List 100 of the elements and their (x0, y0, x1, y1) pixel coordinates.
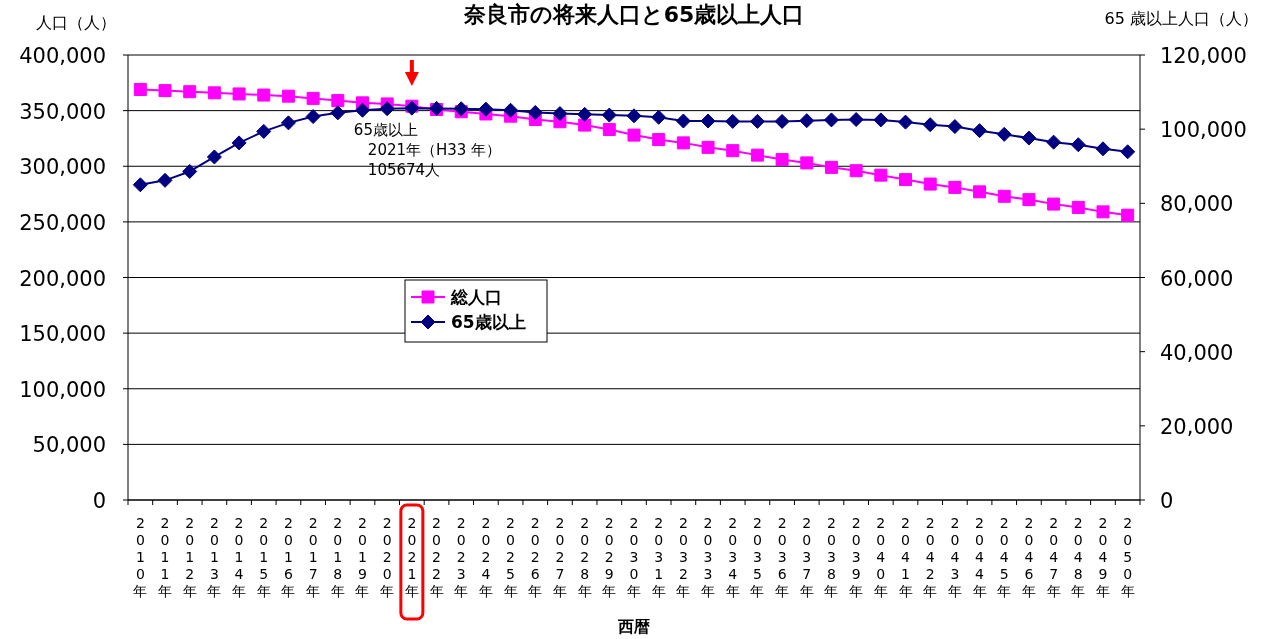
y2-tick-label: 40,000 (1160, 340, 1234, 365)
point (257, 88, 271, 102)
x-tick-label: 2024年 (478, 515, 493, 599)
y-tick-label: 250,000 (19, 210, 106, 235)
point (701, 140, 715, 154)
point (1022, 193, 1036, 207)
point (824, 160, 838, 174)
point (947, 119, 963, 135)
y-tick-label: 0 (92, 489, 106, 513)
point (725, 113, 741, 129)
y-tick-label: 150,000 (19, 322, 106, 347)
x-tick-label: 2042年 (923, 515, 938, 599)
x-tick-label: 2034年 (725, 515, 740, 599)
y2-tick-label: 100,000 (1160, 118, 1247, 143)
point (157, 172, 173, 188)
x-tick-label: 2032年 (676, 515, 691, 599)
point (231, 135, 247, 151)
point (577, 106, 593, 122)
point (503, 102, 519, 118)
point (996, 126, 1012, 142)
x-tick-label: 2016年 (281, 515, 296, 599)
chart-title: 奈良市の将来人口と65歳以上人口 (462, 2, 805, 27)
x-tick-label: 2035年 (750, 515, 765, 599)
point (552, 106, 568, 122)
x-tick-label: 2026年 (528, 515, 543, 599)
point (749, 113, 765, 129)
y2-tick-label: 60,000 (1160, 266, 1234, 291)
y2-tick-label: 80,000 (1160, 192, 1234, 217)
x-tick-label: 2021年 (404, 515, 419, 599)
point (774, 113, 790, 129)
point (1071, 200, 1085, 214)
point (700, 113, 716, 129)
x-tick-label: 2013年 (207, 515, 222, 599)
x-tick-label: 2033年 (701, 515, 716, 599)
x-tick-label: 2012年 (182, 515, 197, 599)
point (182, 163, 198, 179)
point (750, 148, 764, 162)
point (800, 156, 814, 170)
point (676, 136, 690, 150)
y-axis-title: 人口（人） (36, 13, 116, 32)
point (1070, 137, 1086, 153)
point (305, 109, 321, 125)
x-tick-label: 2031年 (651, 515, 666, 599)
x-tick-label: 2036年 (775, 515, 790, 599)
y-tick-label: 300,000 (19, 155, 106, 180)
point (627, 128, 641, 142)
x-tick-label: 2010年 (133, 515, 148, 599)
point (1021, 130, 1037, 146)
y2-tick-label: 0 (1160, 489, 1174, 513)
point (997, 189, 1011, 203)
y-tick-label: 100,000 (19, 377, 106, 402)
x-tick-label: 2029年 (602, 515, 617, 599)
x-tick-label: 2018年 (330, 515, 345, 599)
y2-tick-label: 120,000 (1160, 44, 1247, 68)
x-tick-label: 2037年 (799, 515, 814, 599)
x-tick-label: 2023年 (454, 515, 469, 599)
x-axis-title: 西暦 (617, 617, 650, 636)
point (973, 185, 987, 199)
y-tick-label: 50,000 (32, 433, 106, 458)
x-tick-label: 2039年 (849, 515, 864, 599)
x-tick-label: 2050年 (1120, 515, 1135, 599)
x-tick-label: 2019年 (355, 515, 370, 599)
y-tick-label: 200,000 (19, 266, 106, 291)
y-tick-label: 350,000 (19, 99, 106, 124)
x-tick-label: 2045年 (997, 515, 1012, 599)
x-tick-label: 2020年 (380, 515, 395, 599)
point (133, 82, 147, 96)
point (280, 115, 296, 131)
point (948, 180, 962, 194)
x-tick-label: 2043年 (947, 515, 962, 599)
y-tick-label: 400,000 (19, 44, 106, 68)
point (726, 144, 740, 158)
point (453, 101, 469, 117)
x-tick-label: 2028年 (577, 515, 592, 599)
point (775, 153, 789, 167)
point (899, 173, 913, 187)
point (972, 123, 988, 139)
point (873, 112, 889, 128)
point (601, 107, 617, 123)
legend-label: 65歳以上 (451, 312, 526, 332)
x-tick-label: 2038年 (824, 515, 839, 599)
point (898, 114, 914, 130)
point (922, 117, 938, 133)
point (1095, 141, 1111, 157)
point (652, 133, 666, 147)
x-tick-label: 2025年 (503, 515, 518, 599)
point (132, 177, 148, 193)
point (1046, 134, 1062, 150)
point (379, 101, 395, 117)
point (330, 105, 346, 121)
y2-axis-title: 65 歳以上人口（人） (1104, 9, 1258, 28)
point (848, 112, 864, 128)
x-tick-label: 2041年 (898, 515, 913, 599)
point (626, 108, 642, 124)
point (527, 104, 543, 120)
point (183, 85, 197, 99)
point (158, 84, 172, 98)
y2-tick-label: 20,000 (1160, 414, 1234, 439)
point (206, 149, 222, 165)
point (1121, 208, 1135, 222)
